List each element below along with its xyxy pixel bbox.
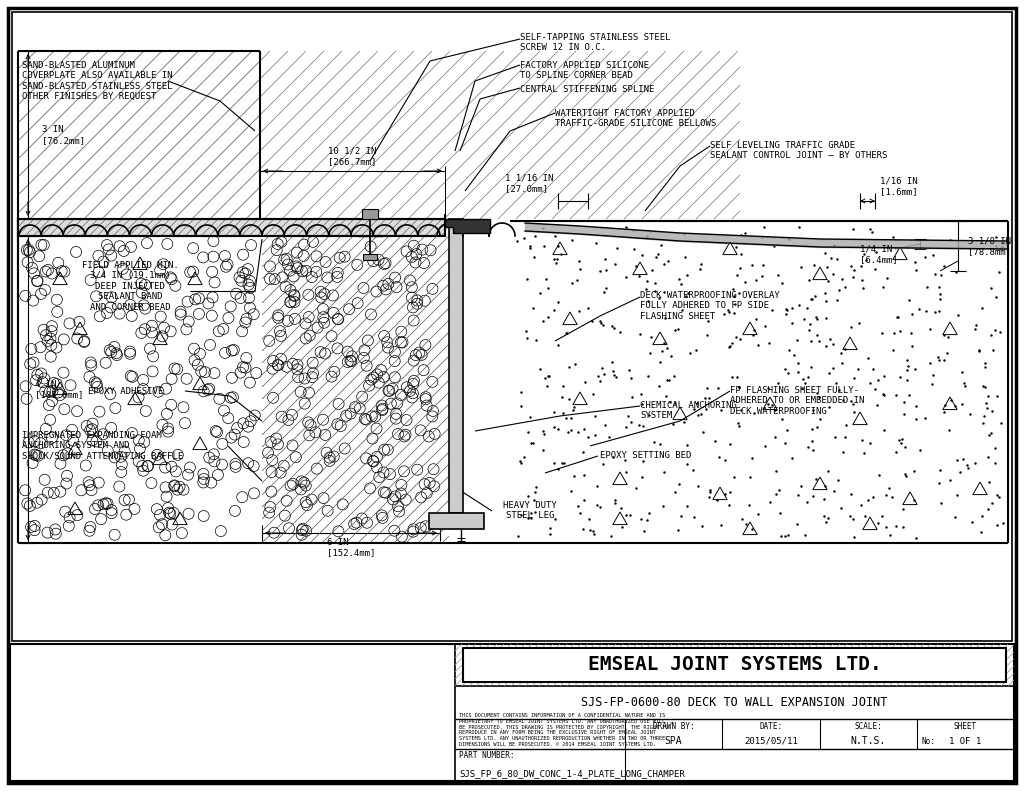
Bar — [449, 219, 463, 513]
Text: 10 1/2 IN
[266.7mm]: 10 1/2 IN [266.7mm] — [329, 146, 377, 166]
Bar — [362, 254, 377, 260]
Text: 3 1/8 IN
[78.8mm]: 3 1/8 IN [78.8mm] — [968, 237, 1011, 255]
Text: PART NUMBER:: PART NUMBER: — [459, 751, 514, 760]
Text: SJS_FP_6_80_DW_CONC_1-4_PLATE_LONG_CHAMPER: SJS_FP_6_80_DW_CONC_1-4_PLATE_LONG_CHAMP… — [459, 769, 685, 778]
Text: HEAVY DUTY
STEEL LEG: HEAVY DUTY STEEL LEG — [503, 501, 557, 520]
Text: 6 IN
[152.4mm]: 6 IN [152.4mm] — [327, 538, 375, 558]
Text: 1/16 IN
[1.6mm]: 1/16 IN [1.6mm] — [880, 176, 918, 196]
Text: EMSEAL JOINT SYSTEMS LTD.: EMSEAL JOINT SYSTEMS LTD. — [588, 656, 882, 675]
Text: 1 OF 1: 1 OF 1 — [949, 737, 981, 746]
Text: DATE:: DATE: — [760, 722, 782, 731]
Text: FACTORY APPLIED SILICONE
TO SPLINE CORNER BEAD: FACTORY APPLIED SILICONE TO SPLINE CORNE… — [520, 61, 649, 81]
Text: N.T.S.: N.T.S. — [851, 736, 886, 746]
Text: FP FLASHING SHEET FULLY-
ADHERED TO OR EMBEDDED IN
DECK WATERPROOFING: FP FLASHING SHEET FULLY- ADHERED TO OR E… — [730, 386, 864, 416]
Text: SPA: SPA — [665, 736, 682, 746]
Text: 1/4 IN
[6.4mm]: 1/4 IN [6.4mm] — [860, 244, 898, 263]
Text: NOTE: 1/4 IN (6.4mm) COVERPLATES FOR PEDESTRIAN-TRAFFIC ONLY
      (FOR VEHICULA: NOTE: 1/4 IN (6.4mm) COVERPLATES FOR PED… — [20, 653, 423, 672]
Text: SHEET: SHEET — [953, 722, 977, 731]
Text: FIELD APPLIED MIN.
3/4 IN (19.1mm)
DEEP INJECTED
SEALANT BAND
AND CORNER BEAD: FIELD APPLIED MIN. 3/4 IN (19.1mm) DEEP … — [82, 261, 178, 312]
Text: WATERTIGHT FACTORY APPLIED
TRAFFIC-GRADE SILICONE BELLOWS: WATERTIGHT FACTORY APPLIED TRAFFIC-GRADE… — [555, 109, 716, 128]
Bar — [463, 648, 1006, 682]
Text: SCALE:: SCALE: — [854, 722, 882, 731]
Text: SJS-FP-0600-80 DECK TO WALL EXPANSION JOINT: SJS-FP-0600-80 DECK TO WALL EXPANSION JO… — [582, 696, 888, 709]
Bar — [429, 513, 484, 529]
Bar — [10, 644, 1014, 781]
Text: MOVEMENT: ±50%
+ 3 IN (76mm)
- 3 IN (76mm): MOVEMENT: ±50% + 3 IN (76mm) - 3 IN (76m… — [909, 653, 985, 683]
Text: 1/4 IN
[6.4mm]: 1/4 IN [6.4mm] — [150, 218, 187, 237]
Text: 3 IN
[76.2mm]: 3 IN [76.2mm] — [42, 125, 85, 145]
Bar — [18, 219, 445, 236]
Text: IMPREGNATED EXPANDING FOAM
ANCHORING SYSTEM AND
SHOCK/SOUND ATTENUATING BAFFLE: IMPREGNATED EXPANDING FOAM ANCHORING SYS… — [22, 431, 183, 461]
Text: EPOXY SETTING BED: EPOXY SETTING BED — [600, 451, 691, 460]
Bar — [12, 12, 1012, 641]
Text: DRAWN BY:: DRAWN BY: — [653, 722, 694, 731]
Text: 1 1/16 IN
[27.0mm]: 1 1/16 IN [27.0mm] — [505, 173, 553, 193]
Text: CENTRAL STIFFENING SPLINE: CENTRAL STIFFENING SPLINE — [520, 85, 654, 94]
Text: 2015/05/11: 2015/05/11 — [744, 737, 798, 746]
Text: No:: No: — [922, 737, 936, 746]
Bar — [362, 209, 378, 219]
Text: DECK WATERPROOFING OVERLAY
FULLY ADHERED TO FP SIDE
FLASHING SHEET: DECK WATERPROOFING OVERLAY FULLY ADHERED… — [640, 291, 779, 321]
Text: EPOXY ADHESIVE: EPOXY ADHESIVE — [88, 387, 163, 396]
Text: THIS DOCUMENT CONTAINS INFORMATION OF A CONFIDENTIAL NATURE AND IS
PROPRIETARY T: THIS DOCUMENT CONTAINS INFORMATION OF A … — [459, 713, 669, 747]
Bar — [18, 219, 445, 236]
Text: SAND-BLASTED ALUMINUM
COVERPLATE ALSO AVAILABLE IN
SAND-BLASTED STAINLESS STEEL
: SAND-BLASTED ALUMINUM COVERPLATE ALSO AV… — [22, 61, 172, 101]
Text: CHEMICAL ANCHORING
SYSTEM: CHEMICAL ANCHORING SYSTEM — [640, 401, 736, 420]
Polygon shape — [445, 219, 490, 233]
Text: 4 IN
[101.6mm]: 4 IN [101.6mm] — [35, 380, 83, 399]
Text: SELF-TAPPING STAINLESS STEEL
SCREW 12 IN O.C.: SELF-TAPPING STAINLESS STEEL SCREW 12 IN… — [520, 33, 671, 52]
Text: SELF LEVELING TRAFFIC GRADE
SEALANT CONTROL JOINT – BY OTHERS: SELF LEVELING TRAFFIC GRADE SEALANT CONT… — [710, 141, 888, 161]
